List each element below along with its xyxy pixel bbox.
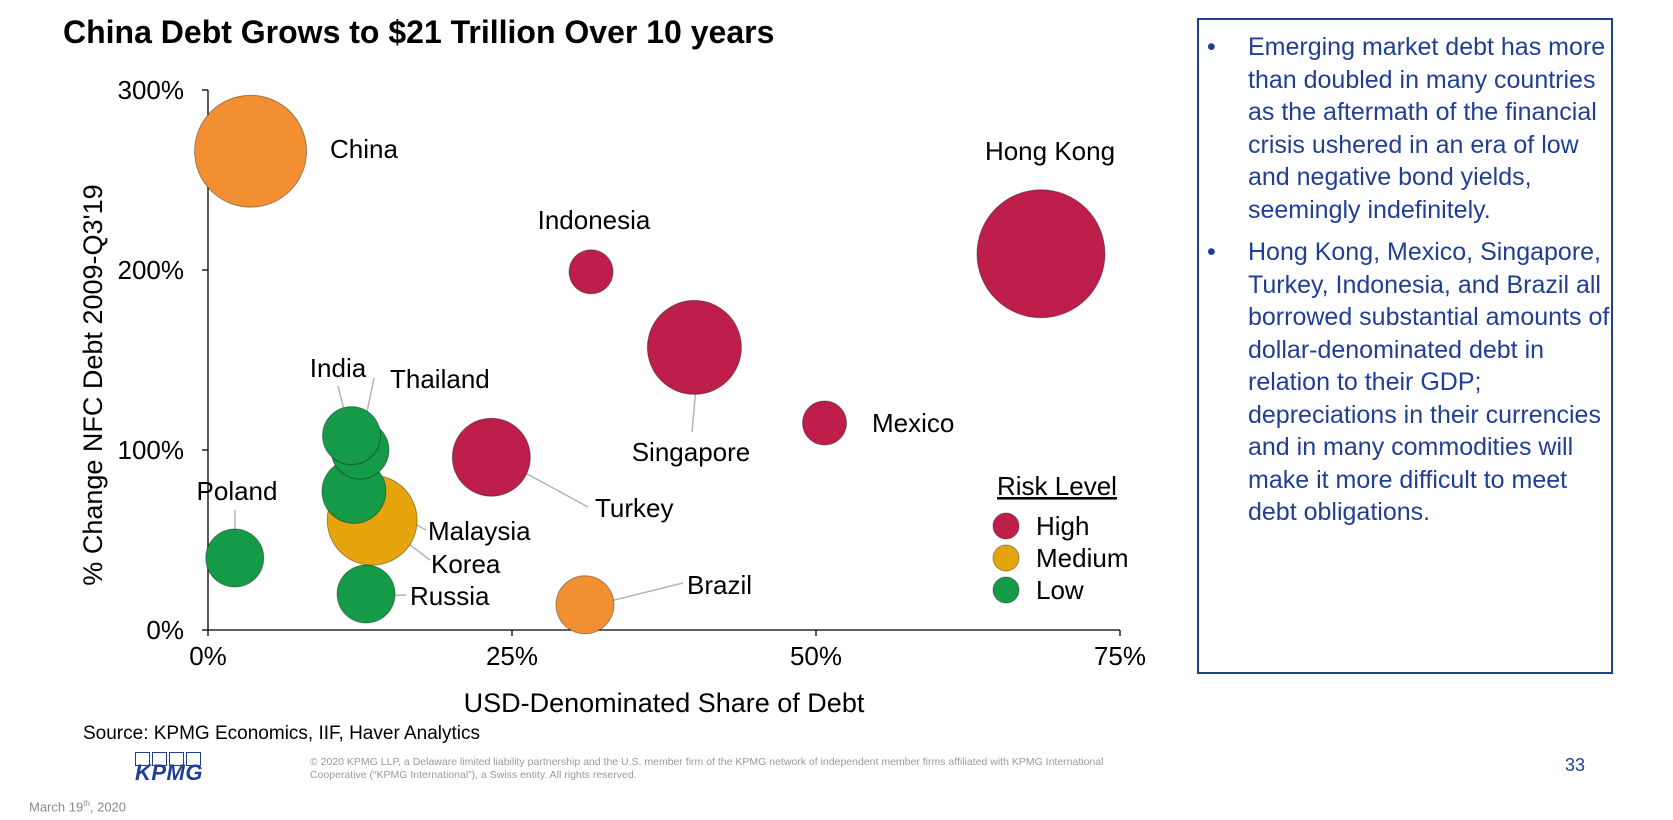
legend-label-low: Low [1036, 575, 1084, 605]
bubble-label-indonesia: Indonesia [538, 205, 651, 235]
bubble-label-malaysia: Malaysia [428, 516, 531, 546]
y-tick-label: 300% [118, 75, 185, 105]
bubble-label-korea: Korea [431, 549, 501, 579]
commentary-panel: • Emerging market debt has more than dou… [1197, 18, 1613, 674]
bubble-singapore [646, 299, 742, 395]
x-axis-title: USD-Denominated Share of Debt [464, 688, 865, 715]
bubble-labels: China Hong Kong Indonesia Singapore Mexico Tu… [197, 134, 1116, 611]
logo-wordmark: KPMG [135, 760, 203, 785]
bubble-label-singapore: Singapore [632, 437, 751, 467]
bubble-label-mexico: Mexico [872, 408, 954, 438]
bubble-turkey [451, 417, 531, 497]
legend-label-medium: Medium [1036, 543, 1128, 573]
slide-title: China Debt Grows to $21 Trillion Over 10… [63, 14, 775, 50]
legend-label-high: High [1036, 511, 1089, 541]
y-tick-label: 200% [118, 255, 185, 285]
bullet-icon: • [1207, 238, 1216, 266]
y-axis-title: % Change NFC Debt 2009-Q3'19 [78, 184, 108, 585]
commentary-text: Hong Kong, Mexico, Singapore, Turkey, In… [1248, 238, 1610, 526]
bubble-label-thailand: Thailand [390, 364, 490, 394]
bullet-icon: • [1207, 33, 1216, 61]
bubble-label-india: India [310, 353, 367, 383]
x-tick-label: 0% [189, 641, 227, 671]
source-note: Source: KPMG Economics, IIF, Haver Analy… [83, 723, 481, 744]
bubble-label-poland: Poland [197, 476, 278, 506]
legal-notice: © 2020 KPMG LLP, a Delaware limited liab… [310, 756, 1104, 781]
bubble-mexico [802, 400, 848, 446]
commentary-text: Emerging market debt has more than doubl… [1248, 33, 1606, 224]
bubble-label-russia: Russia [410, 581, 490, 611]
bubble-chart: 0% 25% 50% 75% 0% 100% 200% 300% USD-Denominated… [78, 75, 1146, 715]
bubble-poland [205, 528, 265, 588]
commentary-bullet: • Hong Kong, Mexico, Singapore, Turkey, … [1199, 236, 1611, 529]
bubble-russia [336, 564, 396, 624]
y-tick-label: 0% [146, 615, 184, 645]
slide-date: March 19th, 2020 [29, 799, 127, 815]
bubble-label-hong-kong: Hong Kong [985, 136, 1115, 166]
chart-axes: 0% 25% 50% 75% 0% 100% 200% 300% USD-Denominated… [78, 75, 1146, 715]
bubble-china [194, 94, 308, 208]
bubble-india [321, 406, 381, 466]
commentary-bullet: • Emerging market debt has more than dou… [1199, 31, 1611, 226]
legend-swatch-low [992, 576, 1020, 604]
bubble-label-brazil: Brazil [687, 570, 752, 600]
bubble-indonesia [568, 249, 614, 295]
x-tick-label: 50% [790, 641, 842, 671]
bubble-label-turkey: Turkey [595, 493, 674, 523]
bubbles-layer [194, 94, 1106, 635]
legend-swatch-medium [992, 544, 1020, 572]
legend-swatch-high [992, 512, 1020, 540]
x-tick-label: 25% [486, 641, 538, 671]
legend-title: Risk Level [997, 471, 1117, 501]
y-tick-label: 100% [118, 435, 185, 465]
bubble-brazil [555, 575, 615, 635]
kpmg-logo: KPMG [135, 752, 203, 785]
bubble-hong-kong [976, 189, 1106, 319]
bubble-label-china: China [330, 134, 398, 164]
page-number: 33 [1565, 755, 1586, 775]
x-tick-label: 75% [1094, 641, 1146, 671]
